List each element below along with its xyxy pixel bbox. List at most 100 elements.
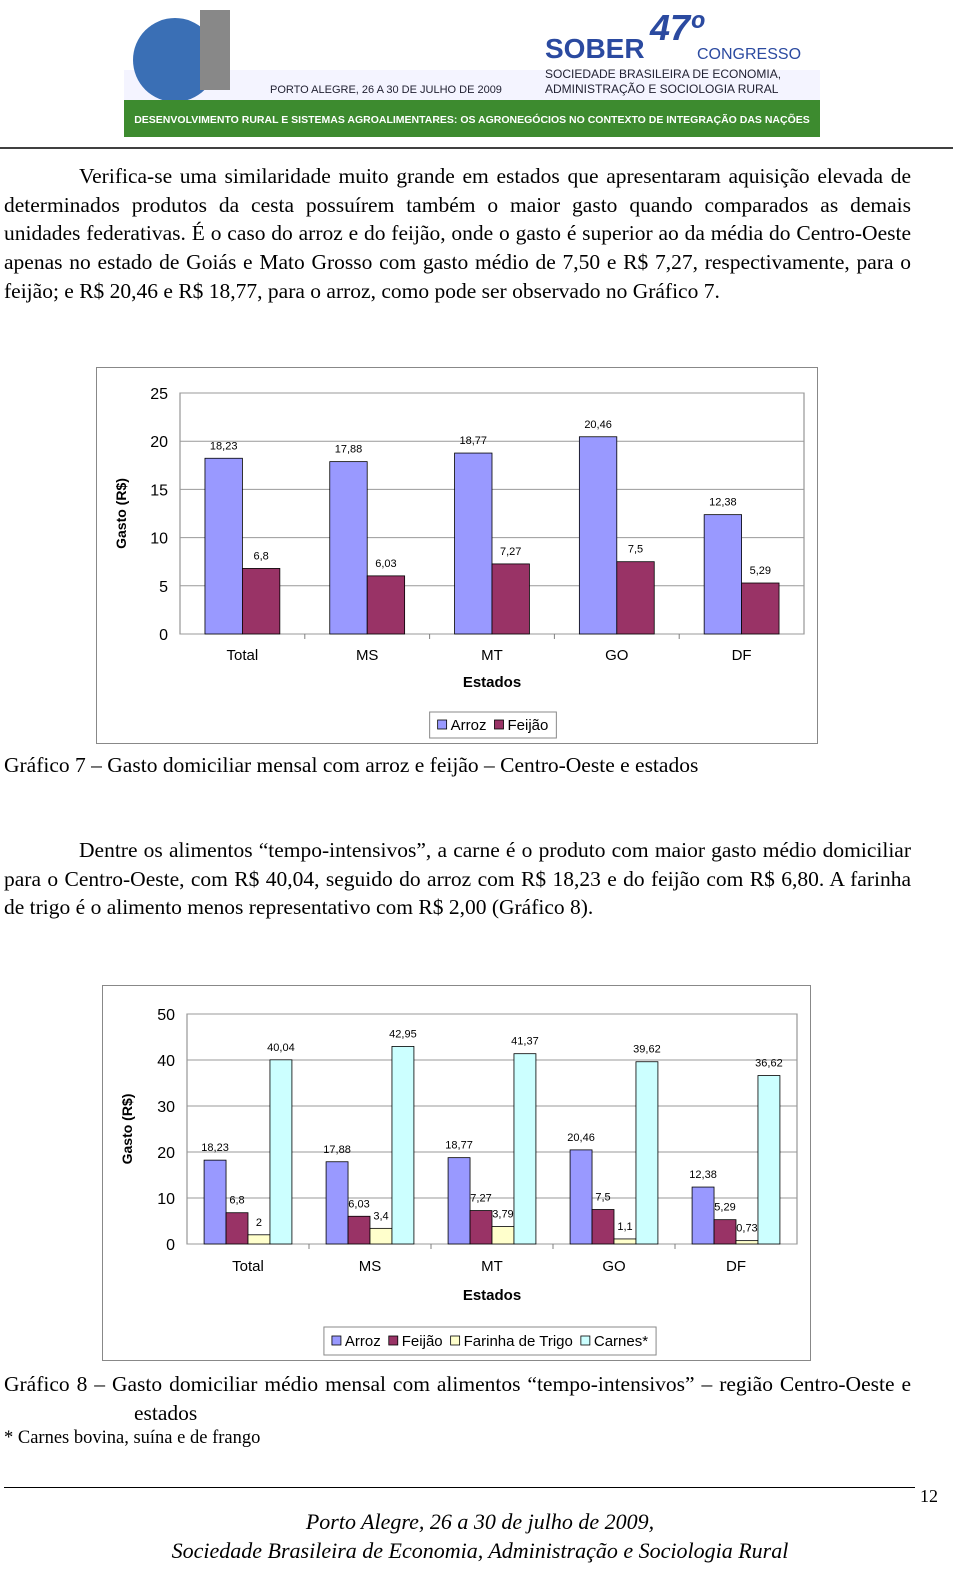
legend-label: Arroz bbox=[345, 1333, 381, 1350]
data-label: 18,77 bbox=[460, 435, 488, 447]
data-label: 17,88 bbox=[335, 444, 363, 456]
data-label: 18,23 bbox=[201, 1142, 229, 1154]
globe-logo bbox=[133, 18, 217, 102]
chart: 0 5 10 15 20 25 Total 18,23 6,8 MS 17,88 6,03 MT 18,7… bbox=[96, 367, 818, 744]
bar bbox=[613, 1238, 637, 1245]
bar bbox=[329, 461, 368, 635]
data-label: 41,37 bbox=[511, 1036, 539, 1048]
data-label: 7,5 bbox=[628, 544, 643, 556]
footer-line: Porto Alegre, 26 a 30 de julho de 2009, bbox=[305, 1509, 655, 1534]
bar bbox=[757, 1075, 781, 1245]
bar bbox=[703, 514, 742, 635]
data-label: 40,04 bbox=[267, 1042, 295, 1054]
event: CONGRESSO bbox=[697, 46, 801, 63]
legend-label: Arroz bbox=[451, 717, 487, 734]
caption: Gráfico 8 – Gasto domiciliar médio mensa… bbox=[4, 1372, 911, 1425]
data-label: 17,88 bbox=[323, 1144, 351, 1156]
y-tick-label: 30 bbox=[157, 1099, 175, 1116]
data-label: 0,73 bbox=[736, 1223, 757, 1235]
data-label: 42,95 bbox=[389, 1028, 417, 1040]
y-axis-label: Gasto (R$) bbox=[113, 478, 129, 549]
data-label: 36,62 bbox=[755, 1058, 783, 1070]
caption: Gráfico 7 – Gasto domiciliar mensal com … bbox=[4, 753, 699, 777]
bar bbox=[569, 1149, 593, 1245]
legend-swatch bbox=[388, 1335, 399, 1346]
data-label: 6,03 bbox=[348, 1198, 369, 1210]
y-tick-label: 10 bbox=[157, 1191, 175, 1208]
data-label: 5,29 bbox=[714, 1202, 735, 1214]
bar bbox=[635, 1061, 659, 1245]
data-label: 5,29 bbox=[750, 565, 771, 577]
bar bbox=[369, 1227, 393, 1245]
footer-rule bbox=[4, 1487, 915, 1488]
y-tick-label: 10 bbox=[150, 531, 168, 548]
y-tick-label: 0 bbox=[159, 627, 168, 644]
society-line: SOCIEDADE BRASILEIRA DE ECONOMIA, bbox=[545, 67, 781, 81]
x-axis-label: Estados bbox=[463, 1287, 521, 1304]
bar bbox=[491, 1226, 515, 1245]
bar bbox=[735, 1240, 759, 1245]
bar bbox=[741, 582, 780, 635]
data-label: 3,79 bbox=[492, 1209, 513, 1221]
bar bbox=[203, 1159, 227, 1245]
data-label: 7,27 bbox=[470, 1193, 491, 1205]
y-tick-label: 50 bbox=[157, 1007, 175, 1024]
statue-logo bbox=[200, 10, 230, 90]
legend-swatch bbox=[580, 1335, 591, 1346]
y-tick-label: 15 bbox=[150, 482, 168, 499]
footnote: * Carnes bovina, suína e de frango bbox=[4, 1428, 261, 1448]
bar bbox=[713, 1219, 737, 1245]
legend-swatch bbox=[494, 719, 504, 730]
data-label: 2 bbox=[256, 1217, 262, 1229]
bar bbox=[325, 1161, 349, 1245]
bar bbox=[366, 575, 406, 635]
x-tick-label: DF bbox=[732, 647, 752, 664]
theme: DESENVOLVIMENTO RURAL E SISTEMAS AGROALI… bbox=[134, 113, 810, 126]
header-banner: SOBER 47º CONGRESSO SOCIEDADE BRASILEIRA… bbox=[0, 7, 953, 149]
x-tick-label: Total bbox=[227, 647, 259, 664]
footer-line: Sociedade Brasileira de Economia, Admini… bbox=[171, 1538, 789, 1563]
legend: Arroz Feijão Farinha de Trigo Carnes* bbox=[323, 1326, 657, 1356]
data-label: 20,46 bbox=[567, 1132, 595, 1144]
data-label: 1,1 bbox=[617, 1221, 632, 1233]
data-label: 18,77 bbox=[445, 1140, 473, 1152]
y-axis-label: Gasto (R$) bbox=[119, 1094, 135, 1165]
x-tick-label: DF bbox=[726, 1258, 746, 1275]
legend-box bbox=[323, 1326, 657, 1356]
legend-label: Feijão bbox=[402, 1333, 443, 1350]
legend-label: Farinha de Trigo bbox=[464, 1333, 573, 1350]
org-name: SOBER bbox=[545, 33, 645, 64]
bar bbox=[513, 1053, 537, 1245]
data-label: 39,62 bbox=[633, 1044, 661, 1056]
bar bbox=[204, 457, 243, 635]
data-label: 7,5 bbox=[595, 1192, 610, 1204]
x-tick-label: Total bbox=[232, 1258, 264, 1275]
y-tick-label: 0 bbox=[166, 1237, 175, 1254]
x-tick-label: GO bbox=[605, 647, 628, 664]
data-label: 7,27 bbox=[500, 546, 521, 558]
bar bbox=[578, 436, 618, 635]
place-date: PORTO ALEGRE, 26 A 30 DE JULHO DE 2009 bbox=[270, 84, 502, 96]
edition: 47º bbox=[649, 7, 705, 48]
data-label: 6,8 bbox=[229, 1195, 244, 1207]
data-label: 6,8 bbox=[253, 550, 268, 562]
x-tick-label: MT bbox=[481, 647, 503, 664]
x-axis-label: Estados bbox=[463, 674, 521, 691]
bar bbox=[469, 1210, 493, 1245]
data-label: 18,23 bbox=[210, 440, 238, 452]
bar bbox=[269, 1059, 293, 1245]
banner-bg bbox=[124, 70, 820, 100]
y-tick-label: 25 bbox=[150, 386, 168, 403]
x-tick-label: GO bbox=[602, 1258, 625, 1275]
x-tick-label: MS bbox=[359, 1258, 382, 1275]
y-tick-label: 20 bbox=[157, 1145, 175, 1162]
legend-box bbox=[429, 711, 557, 739]
data-label: 3,4 bbox=[373, 1210, 388, 1222]
bar bbox=[616, 561, 655, 635]
bar bbox=[391, 1046, 415, 1245]
society-line: ADMINISTRAÇÃO E SOCIOLOGIA RURAL bbox=[545, 82, 779, 96]
bar bbox=[225, 1212, 249, 1245]
legend: Arroz Feijão bbox=[429, 711, 557, 739]
y-tick-label: 40 bbox=[157, 1053, 175, 1070]
